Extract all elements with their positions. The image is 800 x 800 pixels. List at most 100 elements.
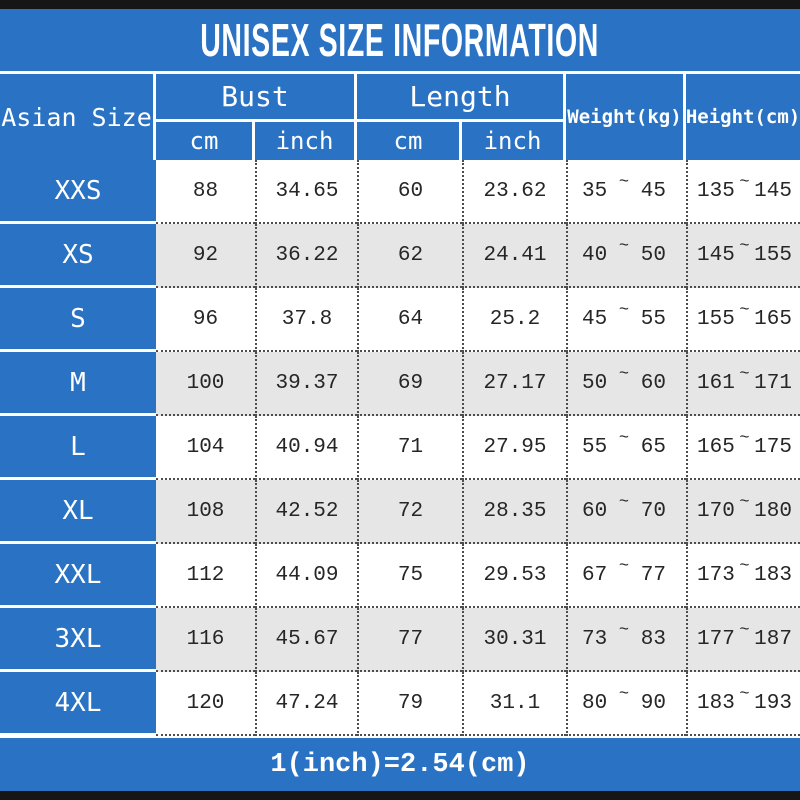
weight-max: 90 <box>640 691 666 715</box>
size-cell: S <box>0 288 156 352</box>
tilde-icon: ~ <box>618 428 630 448</box>
tilde-icon: ~ <box>739 364 750 384</box>
bust-inch-cell: 47.24 <box>255 672 357 736</box>
title-band: UNISEX SIZE INFORMATION <box>0 9 800 74</box>
weight-max: 45 <box>640 179 666 203</box>
tilde-icon: ~ <box>739 428 750 448</box>
height-max: 193 <box>754 691 792 715</box>
height-range-cell: 155 ~ 165 <box>686 288 800 352</box>
tilde-icon: ~ <box>618 236 630 256</box>
tilde-icon: ~ <box>739 172 750 192</box>
tilde-icon: ~ <box>739 684 750 704</box>
height-min: 177 <box>697 627 735 651</box>
header-bust-inch: inch <box>255 122 357 160</box>
height-max: 165 <box>754 307 792 331</box>
height-min: 183 <box>697 691 735 715</box>
weight-min: 73 <box>582 627 608 651</box>
conversion-note-band: 1(inch)=2.54(cm) <box>0 738 800 791</box>
tilde-icon: ~ <box>739 300 750 320</box>
length-cm-cell: 77 <box>357 608 462 672</box>
weight-max: 65 <box>640 435 666 459</box>
table-row-s: S 96 37.8 64 25.2 45 ~ 55 155 ~ 165 <box>0 288 800 352</box>
weight-min: 40 <box>582 243 608 267</box>
table-row-l: L 104 40.94 71 27.95 55 ~ 65 165 ~ 175 <box>0 416 800 480</box>
divider <box>0 736 800 738</box>
tilde-icon: ~ <box>618 620 630 640</box>
table-row-4xl: 4XL 120 47.24 79 31.1 80 ~ 90 183 ~ 193 <box>0 672 800 736</box>
weight-min: 67 <box>582 563 608 587</box>
bust-inch-cell: 34.65 <box>255 160 357 224</box>
length-cm-cell: 79 <box>357 672 462 736</box>
weight-max: 70 <box>640 499 666 523</box>
bust-cm-cell: 96 <box>156 288 255 352</box>
bust-cm-cell: 120 <box>156 672 255 736</box>
header-asian-size: Asian Size <box>0 74 156 160</box>
weight-range-cell: 35 ~ 45 <box>566 160 686 224</box>
length-inch-cell: 28.35 <box>462 480 566 544</box>
header-height: Height(cm) <box>686 74 800 160</box>
height-range-cell: 165 ~ 175 <box>686 416 800 480</box>
length-cm-cell: 62 <box>357 224 462 288</box>
length-cm-cell: 69 <box>357 352 462 416</box>
header-length: Length <box>357 74 566 122</box>
size-cell: XXL <box>0 544 156 608</box>
length-cm-cell: 75 <box>357 544 462 608</box>
height-range-cell: 173 ~ 183 <box>686 544 800 608</box>
top-border-bar <box>0 0 800 9</box>
height-range-cell: 135 ~ 145 <box>686 160 800 224</box>
tilde-icon: ~ <box>739 236 750 256</box>
length-cm-cell: 71 <box>357 416 462 480</box>
height-range-cell: 170 ~ 180 <box>686 480 800 544</box>
bust-inch-cell: 36.22 <box>255 224 357 288</box>
length-inch-cell: 31.1 <box>462 672 566 736</box>
weight-max: 77 <box>640 563 666 587</box>
height-max: 175 <box>754 435 792 459</box>
height-min: 173 <box>697 563 735 587</box>
bust-cm-cell: 92 <box>156 224 255 288</box>
length-inch-cell: 29.53 <box>462 544 566 608</box>
bust-cm-cell: 108 <box>156 480 255 544</box>
header-weight: Weight(kg) <box>566 74 686 160</box>
height-range-cell: 145 ~ 155 <box>686 224 800 288</box>
height-max: 155 <box>754 243 792 267</box>
weight-range-cell: 80 ~ 90 <box>566 672 686 736</box>
length-cm-cell: 64 <box>357 288 462 352</box>
size-cell: M <box>0 352 156 416</box>
tilde-icon: ~ <box>739 492 750 512</box>
table-row-xs: XS 92 36.22 62 24.41 40 ~ 50 145 ~ 155 <box>0 224 800 288</box>
height-max: 145 <box>754 179 792 203</box>
chart-title: UNISEX SIZE INFORMATION <box>200 14 600 66</box>
length-cm-cell: 72 <box>357 480 462 544</box>
size-cell: XXS <box>0 160 156 224</box>
size-cell: L <box>0 416 156 480</box>
header-length-cm: cm <box>357 122 462 160</box>
bust-inch-cell: 42.52 <box>255 480 357 544</box>
weight-range-cell: 60 ~ 70 <box>566 480 686 544</box>
weight-max: 55 <box>640 307 666 331</box>
length-inch-cell: 25.2 <box>462 288 566 352</box>
length-inch-cell: 27.17 <box>462 352 566 416</box>
bottom-border-bar <box>0 791 800 800</box>
weight-min: 60 <box>582 499 608 523</box>
weight-max: 83 <box>640 627 666 651</box>
height-min: 145 <box>697 243 735 267</box>
height-max: 183 <box>754 563 792 587</box>
height-range-cell: 161 ~ 171 <box>686 352 800 416</box>
height-min: 161 <box>697 371 735 395</box>
length-inch-cell: 27.95 <box>462 416 566 480</box>
height-range-cell: 177 ~ 187 <box>686 608 800 672</box>
bust-inch-cell: 45.67 <box>255 608 357 672</box>
weight-max: 60 <box>640 371 666 395</box>
tilde-icon: ~ <box>618 300 630 320</box>
bust-inch-cell: 40.94 <box>255 416 357 480</box>
bust-cm-cell: 112 <box>156 544 255 608</box>
height-max: 171 <box>754 371 792 395</box>
height-range-cell: 183 ~ 193 <box>686 672 800 736</box>
weight-range-cell: 67 ~ 77 <box>566 544 686 608</box>
weight-min: 50 <box>582 371 608 395</box>
height-max: 187 <box>754 627 792 651</box>
size-cell: XS <box>0 224 156 288</box>
table-row-xxl: XXL 112 44.09 75 29.53 67 ~ 77 173 ~ 183 <box>0 544 800 608</box>
bust-cm-cell: 100 <box>156 352 255 416</box>
